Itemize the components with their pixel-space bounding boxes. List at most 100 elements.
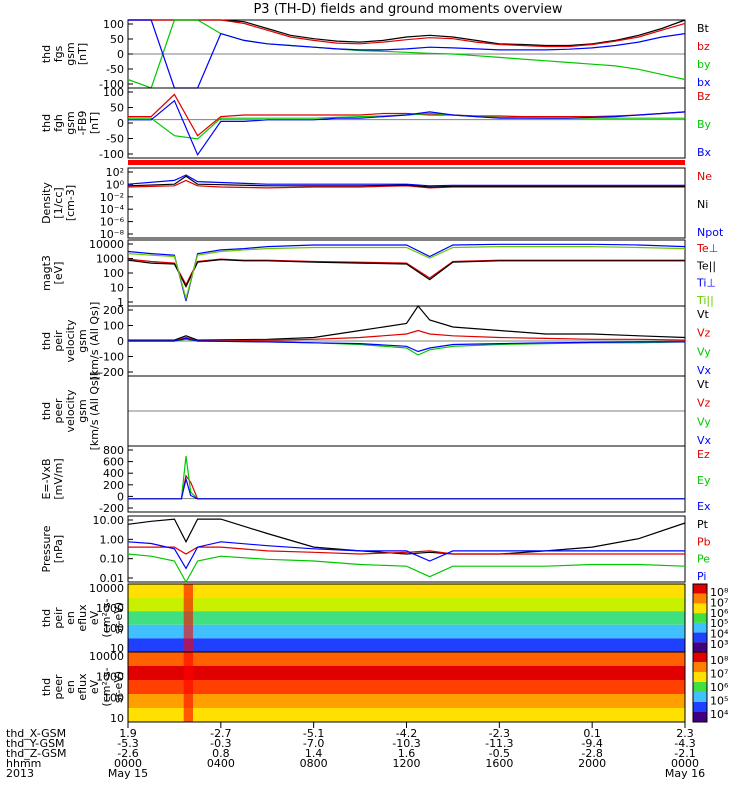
colorbar-tick-label: 10⁷: [710, 668, 728, 681]
series-line-3: [128, 337, 685, 353]
legend-entry: By: [697, 118, 712, 131]
legend-entry: Ti⊥: [696, 277, 716, 290]
ephemeris-cell: 1200: [393, 757, 421, 770]
panel-pressure: 10.00 1.00 0.10 0.01 Pressure [nPa] Pt Pb Pe Pi: [40, 514, 711, 585]
ephemeris-table: thd_X-GSMthd_Y-GSMthd_Z-GSMhhmm20131.9-5…: [6, 722, 705, 780]
y-axis-label: E=-VxB: [40, 458, 53, 499]
colorbar-frame: [692, 651, 708, 723]
ephemeris-cell: 1.4: [305, 747, 323, 760]
colorbar-tick-label: 10³: [710, 638, 728, 651]
y-axis-label: eflux: [76, 604, 89, 632]
ephemeris-cell: -10.3: [392, 737, 420, 750]
colorbar-tick-label: 10⁴: [710, 628, 729, 641]
colorbar-tick-label: 10⁴: [710, 708, 729, 721]
series-line-0: [127, 258, 685, 286]
ephemeris-row-label: 2013: [6, 767, 34, 780]
colorbar-tick-label: 10⁸: [710, 654, 729, 667]
series-line-1: [127, 175, 685, 188]
y-tick-label: 10000: [89, 238, 124, 251]
y-tick-label: -50: [106, 63, 124, 76]
y-axis-label: gsm: [64, 42, 77, 65]
spectrogram-feature: [183, 584, 193, 652]
ephemeris-cell: 0.8: [212, 747, 230, 760]
ephemeris-cell: 1600: [485, 757, 513, 770]
series-line-0: [127, 518, 686, 555]
legend-entry: Te⊥: [696, 242, 718, 255]
colorbar-segment: [693, 702, 707, 712]
spectrogram-band: [128, 624, 685, 639]
y-tick-label: 1000: [96, 602, 124, 615]
y-tick-label: 200: [103, 304, 124, 317]
legend-entry: Vt: [697, 308, 710, 321]
y-axis-label: en: [64, 611, 77, 625]
ephemeris-cell: 1.9: [119, 727, 137, 740]
ephemeris-row-label: thd_Y-GSM: [6, 737, 65, 750]
y-tick-label: 10⁰: [106, 178, 125, 191]
panel-frame: [127, 515, 686, 583]
ephemeris-cell: -4.3: [674, 737, 695, 750]
ephemeris-row-label: thd_Z-GSM: [6, 747, 66, 760]
y-axis-label: peir: [52, 607, 65, 629]
ephemeris-cell: -2.7: [210, 727, 231, 740]
legend-entry: Bz: [697, 90, 711, 103]
series-line-1: [127, 258, 685, 288]
y-tick-label: -200: [99, 502, 124, 515]
separator-bar: [128, 160, 685, 165]
colorbar-tick-label: 10⁷: [710, 596, 728, 609]
legend-entry: Vz: [697, 397, 711, 410]
y-tick-label: 0.10: [100, 553, 125, 566]
panel-peer_velocity: thd peer velocity gsm [km/s (All Qs)] Vt Vz Vy V…: [40, 372, 712, 451]
colorbar-segment: [693, 632, 707, 643]
legend-entry: Vt: [697, 378, 710, 391]
series-line-3: [128, 19, 686, 89]
spectrogram-band: [128, 680, 685, 694]
ephemeris-cell: May 15: [108, 767, 148, 780]
series-line-0: [128, 93, 686, 137]
y-tick-label: 50: [110, 102, 124, 115]
series-line-2: [127, 174, 685, 187]
y-axis-label: thd: [40, 332, 53, 350]
ephemeris-cell: 0800: [300, 757, 328, 770]
y-axis-label: -FB9: [76, 111, 89, 136]
spectrogram-band: [128, 708, 685, 722]
colorbar-tick-label: 10⁵: [710, 695, 728, 708]
figure-title: P3 (TH-D) fields and ground moments over…: [253, 2, 562, 17]
colorbar-segment: [693, 613, 707, 623]
series-line-2: [127, 553, 686, 584]
colorbar-tick-label: 10⁸: [710, 586, 729, 599]
colorbar-segment: [693, 682, 707, 692]
legend-entry: Ti||: [696, 294, 714, 307]
y-tick-label: 0: [117, 490, 124, 503]
y-axis-label: peir: [52, 330, 65, 352]
y-axis-label: peer: [52, 398, 65, 424]
y-tick-label: 10.00: [93, 514, 125, 527]
y-tick-label: 800: [103, 444, 124, 457]
ephemeris-row-label: hhmm: [6, 757, 41, 770]
y-tick-label: 100: [103, 18, 124, 31]
legend-entry: Pi: [697, 570, 706, 583]
y-tick-label: -50: [106, 133, 124, 146]
legend-entry: Ez: [697, 448, 710, 461]
legend-entry: Vy: [697, 415, 711, 428]
ephemeris-cell: -11.3: [485, 737, 513, 750]
y-tick-label: 1: [117, 296, 124, 309]
panel-peir_eflux: 10000 1000 100 10 thd peir en eflux eV (cm²-s-sr-…: [40, 582, 729, 655]
ephemeris-cell: -7.0: [303, 737, 324, 750]
y-tick-label: 0.01: [100, 572, 125, 585]
y-axis-label: eflux: [76, 673, 89, 701]
y-axis-label: sr-eV): [112, 671, 125, 703]
legend-entry: bz: [697, 40, 710, 53]
y-tick-label: 10²: [106, 166, 124, 179]
y-tick-label: 10⁻⁸: [100, 228, 125, 241]
ephemeris-cell: 0400: [207, 757, 235, 770]
legend-entry: Pb: [697, 535, 711, 548]
colorbar-segment: [693, 712, 707, 722]
legend-entry: Vx: [697, 364, 712, 377]
y-tick-label: 100: [103, 320, 124, 333]
panel-peer_eflux: 10000 1000 100 10 thd peer en eflux eV (cm²-s-sr-…: [40, 650, 729, 725]
ephemeris-cell: 2.3: [676, 727, 694, 740]
